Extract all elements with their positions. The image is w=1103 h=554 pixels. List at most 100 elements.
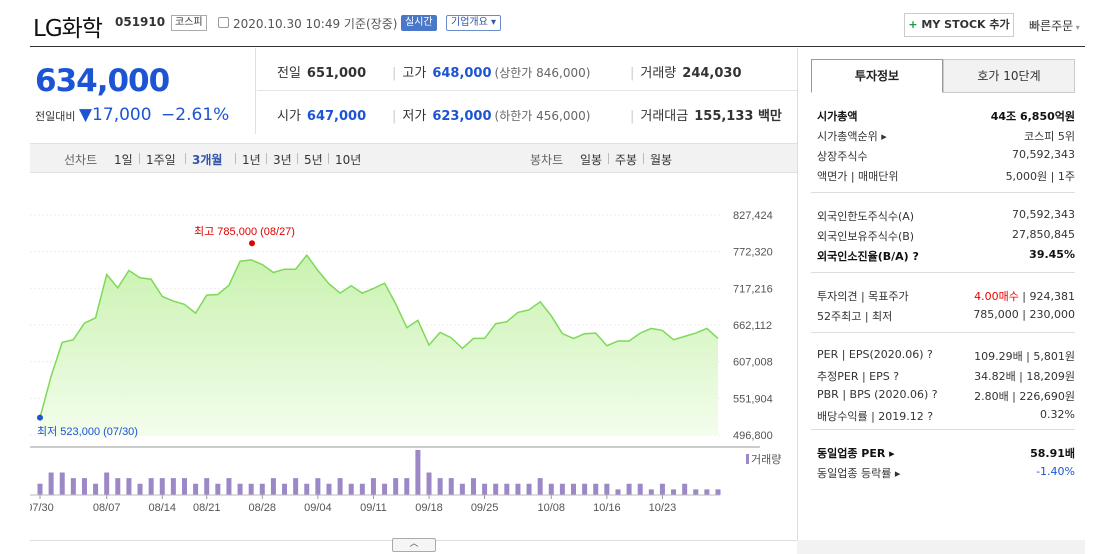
y-tick-label: 607,008 (733, 357, 773, 369)
panel-divider (797, 48, 798, 554)
x-tick-label: 10/23 (649, 502, 677, 514)
volume-legend: 거래량 (751, 453, 781, 466)
group-separator (811, 332, 1075, 333)
expand-chart-button[interactable]: ︿ (392, 538, 436, 552)
add-my-stock-button[interactable]: + MY STOCK 추가 (904, 13, 1014, 37)
volume-bar (259, 483, 265, 495)
info-row: 외국인소진율(B/A) ? 39.45% (811, 245, 1075, 265)
info-row-value: 5,000원 | 1주 (1005, 170, 1075, 183)
chart-period-tabs: 선차트 1일 1주일 3개월 1년 3년 5년 10년 봉차트 일봉 주봉 월봉 (30, 143, 797, 173)
volume-bar (337, 478, 343, 495)
info-row-value: 109.29배 | 5,801원 (974, 350, 1075, 363)
group-separator (811, 272, 1075, 273)
volume-bar (104, 472, 110, 495)
volume-bar (704, 489, 710, 495)
tab-1w[interactable]: 1주일 (146, 153, 176, 167)
line-chart-label: 선차트 (64, 153, 98, 167)
info-row: 52주최고 | 최저 785,000 | 230,000 (811, 305, 1075, 325)
prev-close-label: 전일 (277, 66, 301, 81)
info-row-label: 투자의견 | 목표주가 (817, 290, 909, 303)
volume-bar (37, 483, 43, 495)
volume-bar (682, 483, 688, 495)
volume-bar (582, 483, 588, 495)
y-tick-label: 772,320 (733, 247, 773, 259)
info-row-value: 0.32% (1040, 408, 1075, 421)
info-row: 추정PER | EPS ? 34.82배 | 18,209원 (811, 365, 1075, 385)
tab-1d[interactable]: 1일 (114, 153, 133, 167)
info-row[interactable]: 동일업종 등락률 ▸ -1.40% (811, 462, 1075, 482)
open-label: 시가 (277, 109, 301, 124)
volume-legend-swatch (746, 454, 749, 464)
tab-3y[interactable]: 3년 (273, 153, 292, 167)
info-row-value: 2.80배 | 226,690원 (974, 390, 1075, 403)
tab-daily[interactable]: 일봉 (580, 153, 603, 167)
tab-1y[interactable]: 1년 (242, 153, 261, 167)
info-row: 외국인한도주식수(A) 70,592,343 (811, 205, 1075, 225)
current-price: 634,000 (35, 63, 170, 99)
volume-bar (671, 489, 677, 495)
candle-chart-label: 봉차트 (530, 153, 564, 167)
high-value: 648,000 (432, 66, 492, 81)
price-box: 634,000 전일대비 ▼17,000 −2.61% (30, 48, 256, 134)
realtime-badge[interactable]: 실시간 (401, 15, 437, 31)
chevron-down-icon: ▾ (1073, 23, 1080, 32)
volume-bar (637, 483, 643, 495)
volume-bar (504, 483, 510, 495)
volume-bar (404, 478, 410, 495)
info-row-label: 외국인보유주식수(B) (817, 230, 915, 243)
company-name: LG화학 (33, 16, 103, 42)
x-tick-label: 10/08 (538, 502, 566, 514)
info-row: PER | EPS(2020.06) ? 109.29배 | 5,801원 (811, 345, 1075, 365)
prev-close-value: 651,000 (306, 66, 367, 81)
volume-bar (137, 483, 143, 495)
tab-10y[interactable]: 10년 (335, 153, 362, 167)
info-row: 상장주식수 70,592,343 (811, 145, 1075, 165)
volume-bar (548, 483, 554, 495)
volume-bar (326, 483, 332, 495)
tab-orderbook[interactable]: 호가 10단계 (943, 59, 1075, 93)
volume-bar (204, 478, 210, 495)
max-label: 최고 785,000 (08/27) (194, 225, 295, 238)
volume-value: 244,030 (682, 66, 742, 81)
upper-limit: (상한가 846,000) (494, 66, 591, 80)
volume-bar (659, 483, 665, 495)
info-row[interactable]: 시가총액순위 ▸ 코스피 5위 (811, 125, 1075, 145)
quick-order-link[interactable]: 빠른주문 ▾ (1029, 17, 1080, 34)
info-row-value: 58.91배 (1030, 447, 1075, 460)
info-row: 투자의견 | 목표주가 4.00매수 | 924,381 (811, 285, 1075, 305)
info-row-label: 동일업종 PER ▸ (817, 447, 895, 460)
clock-icon (218, 17, 229, 28)
volume-bar (248, 483, 254, 495)
tab-weekly[interactable]: 주봉 (615, 153, 638, 167)
change-amount: ▼17,000 (78, 105, 152, 125)
tab-monthly[interactable]: 월봉 (650, 153, 673, 167)
group-separator (811, 192, 1075, 193)
info-row[interactable]: 동일업종 PER ▸ 58.91배 (811, 442, 1075, 462)
info-row-value: 70,592,343 (1012, 208, 1075, 221)
min-label: 최저 523,000 (07/30) (37, 425, 138, 438)
volume-bar (126, 478, 132, 495)
quick-order-label: 빠른주문 (1029, 19, 1074, 33)
volume-bar (515, 483, 521, 495)
volume-bar (193, 483, 199, 495)
info-row-label: 외국인한도주식수(A) (817, 210, 915, 223)
info-row-label: 52주최고 | 최저 (817, 310, 893, 323)
info-row-label: 배당수익률 | 2019.12 ? (817, 410, 934, 423)
volume-bar (459, 483, 465, 495)
volume-bar (604, 483, 610, 495)
company-overview-dropdown[interactable]: 기업개요 ▾ (446, 15, 501, 31)
tab-investment-info[interactable]: 투자정보 (811, 59, 943, 93)
volume-bar (115, 478, 121, 495)
header-divider (30, 46, 1085, 47)
tab-5y[interactable]: 5년 (304, 153, 323, 167)
tab-3m[interactable]: 3개월 (192, 153, 223, 167)
x-tick-label: 08/07 (93, 502, 121, 514)
market-badge: 코스피 (171, 15, 207, 31)
volume-bar (482, 483, 488, 495)
volume-bar (304, 483, 310, 495)
opinion-value: 4.00매수 (974, 290, 1019, 303)
amount-label: 거래대금 (640, 109, 689, 124)
x-tick-label: 08/21 (193, 502, 221, 514)
volume-bar (348, 483, 354, 495)
info-row-value: 34.82배 | 18,209원 (974, 370, 1075, 383)
